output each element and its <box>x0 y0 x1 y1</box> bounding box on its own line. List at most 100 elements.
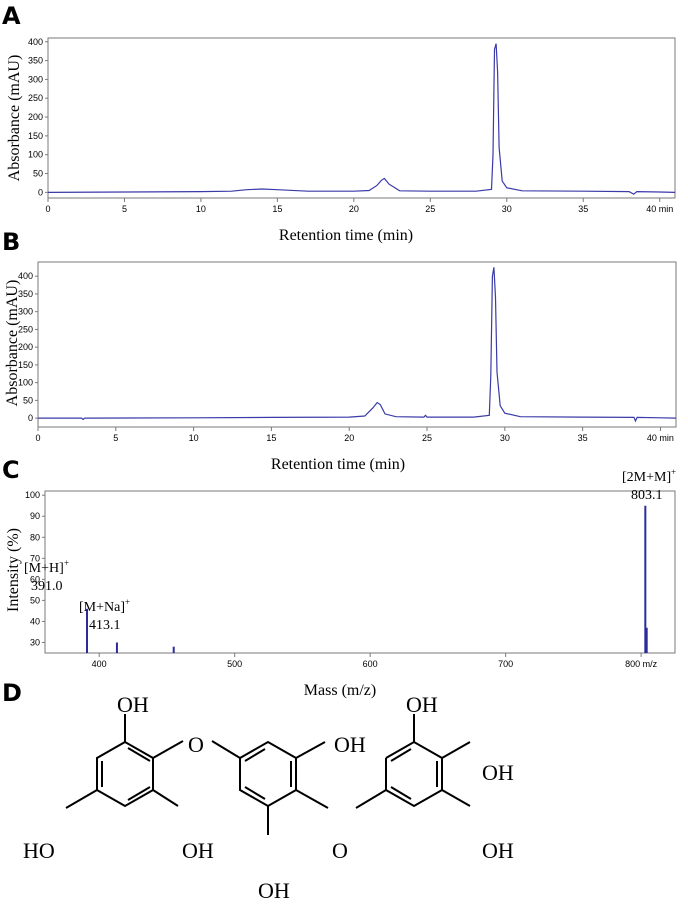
y-tick-label: 250 <box>18 324 33 334</box>
annotation-mz: 413.1 <box>89 618 121 633</box>
oh-label: OH <box>117 692 149 717</box>
x-tick-label: 10 <box>196 204 206 214</box>
annotation-charge: + <box>64 558 69 568</box>
y-tick-label: 90 <box>30 511 40 521</box>
x-tick-label: 10 <box>189 433 199 443</box>
oh-label: OH <box>406 692 438 717</box>
x-tick-label: 30 <box>502 204 512 214</box>
y-tick-label: 350 <box>18 289 33 299</box>
annotation-ion: [M+Na] <box>79 600 125 615</box>
x-axis-title-b: Retention time (min) <box>271 456 405 473</box>
oh-label: OH <box>334 732 366 757</box>
x-tick-label: 25 <box>425 204 435 214</box>
annotation-m-plus-h: [M+H] + 391.0 <box>24 558 69 594</box>
ho-label: HO <box>23 838 55 863</box>
x-tick-label: 700 <box>498 659 513 669</box>
y-tick-label: 100 <box>18 378 33 388</box>
y-tick-label: 200 <box>28 112 43 122</box>
y-tick-label: 300 <box>18 307 33 317</box>
x-axis-c: 400 500 600 700 800 m/z <box>92 653 658 669</box>
x-tick-label: 30 <box>500 433 510 443</box>
y-axis-title-b: Absorbance (mAU) <box>4 280 21 407</box>
plot-frame-b <box>37 261 677 428</box>
y-axis-b: 0 50 100 150 200 250 300 350 400 <box>18 271 38 423</box>
x-axis-b: 0 5 10 15 20 25 30 35 40 min <box>35 427 674 443</box>
chart-panel-a: 0 5 10 15 20 25 30 35 40 min 0 50 100 150 200 250 300 3… <box>6 37 676 244</box>
y-tick-label: 40 <box>30 616 40 626</box>
x-axis-title-a: Retention time (min) <box>279 227 413 244</box>
y-tick-label: 70 <box>30 553 40 563</box>
y-tick-label: 60 <box>30 574 40 584</box>
annotation-mz: 803.1 <box>631 488 663 503</box>
x-tick-label: 15 <box>266 433 276 443</box>
chromatogram-trace-b <box>38 267 677 423</box>
panel-label-c: C <box>2 456 20 484</box>
y-tick-label: 0 <box>38 187 43 197</box>
mass-peaks <box>86 505 648 653</box>
y-tick-label: 0 <box>28 413 33 423</box>
ether-oxygen-label: O <box>188 732 204 757</box>
x-tick-label: 0 <box>35 433 40 443</box>
x-tick-label: 35 <box>578 433 588 443</box>
x-tick-label: 20 <box>349 204 359 214</box>
oh-label: OH <box>482 760 514 785</box>
panel-label-b: B <box>2 228 20 256</box>
y-tick-label: 80 <box>30 532 40 542</box>
chromatogram-trace-a <box>47 43 676 195</box>
oh-label: OH <box>182 838 214 863</box>
annotation-charge: + <box>671 467 676 477</box>
middle-ring <box>211 740 329 835</box>
annotation-mz: 391.0 <box>31 579 63 594</box>
y-tick-label: 30 <box>30 637 40 647</box>
y-tick-label: 50 <box>33 169 43 179</box>
y-axis-a: 0 50 100 150 200 250 300 350 400 <box>28 37 48 197</box>
annotation-2m-plus-m: [2M+M] + 803.1 <box>622 467 676 503</box>
oh-label: OH <box>258 878 290 903</box>
chart-panel-b: 0 5 10 15 20 25 30 35 40 min 0 50 100 150 200 250 300 3… <box>4 261 677 473</box>
y-tick-label: 250 <box>28 93 43 103</box>
annotation-charge: + <box>125 597 130 607</box>
y-axis-title-a: Absorbance (mAU) <box>6 55 23 182</box>
y-tick-label: 350 <box>28 56 43 66</box>
x-tick-label: 25 <box>422 433 432 443</box>
panel-label-d: D <box>2 679 22 707</box>
chemical-structure: OH O OH OH HO OH O OH OH OH <box>23 692 514 903</box>
y-tick-label: 300 <box>28 74 43 84</box>
x-tick-label: 15 <box>272 204 282 214</box>
left-ring <box>65 714 184 809</box>
plot-frame-a <box>47 37 676 199</box>
y-axis-title-c: Intensity (%) <box>5 528 22 612</box>
y-tick-label: 400 <box>28 37 43 47</box>
x-tick-label: 800 m/z <box>625 659 658 669</box>
x-tick-label: 0 <box>45 204 50 214</box>
ether-oxygen-label: O <box>332 838 348 863</box>
y-tick-label: 400 <box>18 271 33 281</box>
x-axis-title-c: Mass (m/z) <box>304 682 376 699</box>
y-axis-c: 30 40 50 60 70 80 90 100 <box>25 490 45 647</box>
oh-label: OH <box>482 838 514 863</box>
right-ring <box>355 714 471 809</box>
y-tick-label: 150 <box>18 360 33 370</box>
annotation-ion: [M+H] <box>24 561 64 576</box>
y-tick-label: 100 <box>28 150 43 160</box>
x-tick-label: 600 <box>363 659 378 669</box>
x-axis-a: 0 5 10 15 20 25 30 35 40 min <box>45 198 673 214</box>
x-tick-label: 5 <box>122 204 127 214</box>
x-tick-label: 40 min <box>646 204 673 214</box>
x-tick-label: 400 <box>92 659 107 669</box>
y-tick-label: 50 <box>30 595 40 605</box>
annotation-m-plus-na: [M+Na] + 413.1 <box>79 597 130 633</box>
panel-label-a: A <box>2 2 21 30</box>
y-tick-label: 50 <box>23 395 33 405</box>
chart-panel-c: 400 500 600 700 800 m/z 30 40 50 60 70 80 90 100 Ma… <box>5 467 676 699</box>
x-tick-label: 40 min <box>647 433 674 443</box>
x-tick-label: 5 <box>113 433 118 443</box>
y-tick-label: 200 <box>18 342 33 352</box>
x-tick-label: 500 <box>227 659 242 669</box>
y-tick-label: 150 <box>28 131 43 141</box>
y-tick-label: 100 <box>25 490 40 500</box>
x-tick-label: 20 <box>344 433 354 443</box>
annotation-ion: [2M+M] <box>622 470 671 485</box>
x-tick-label: 35 <box>578 204 588 214</box>
